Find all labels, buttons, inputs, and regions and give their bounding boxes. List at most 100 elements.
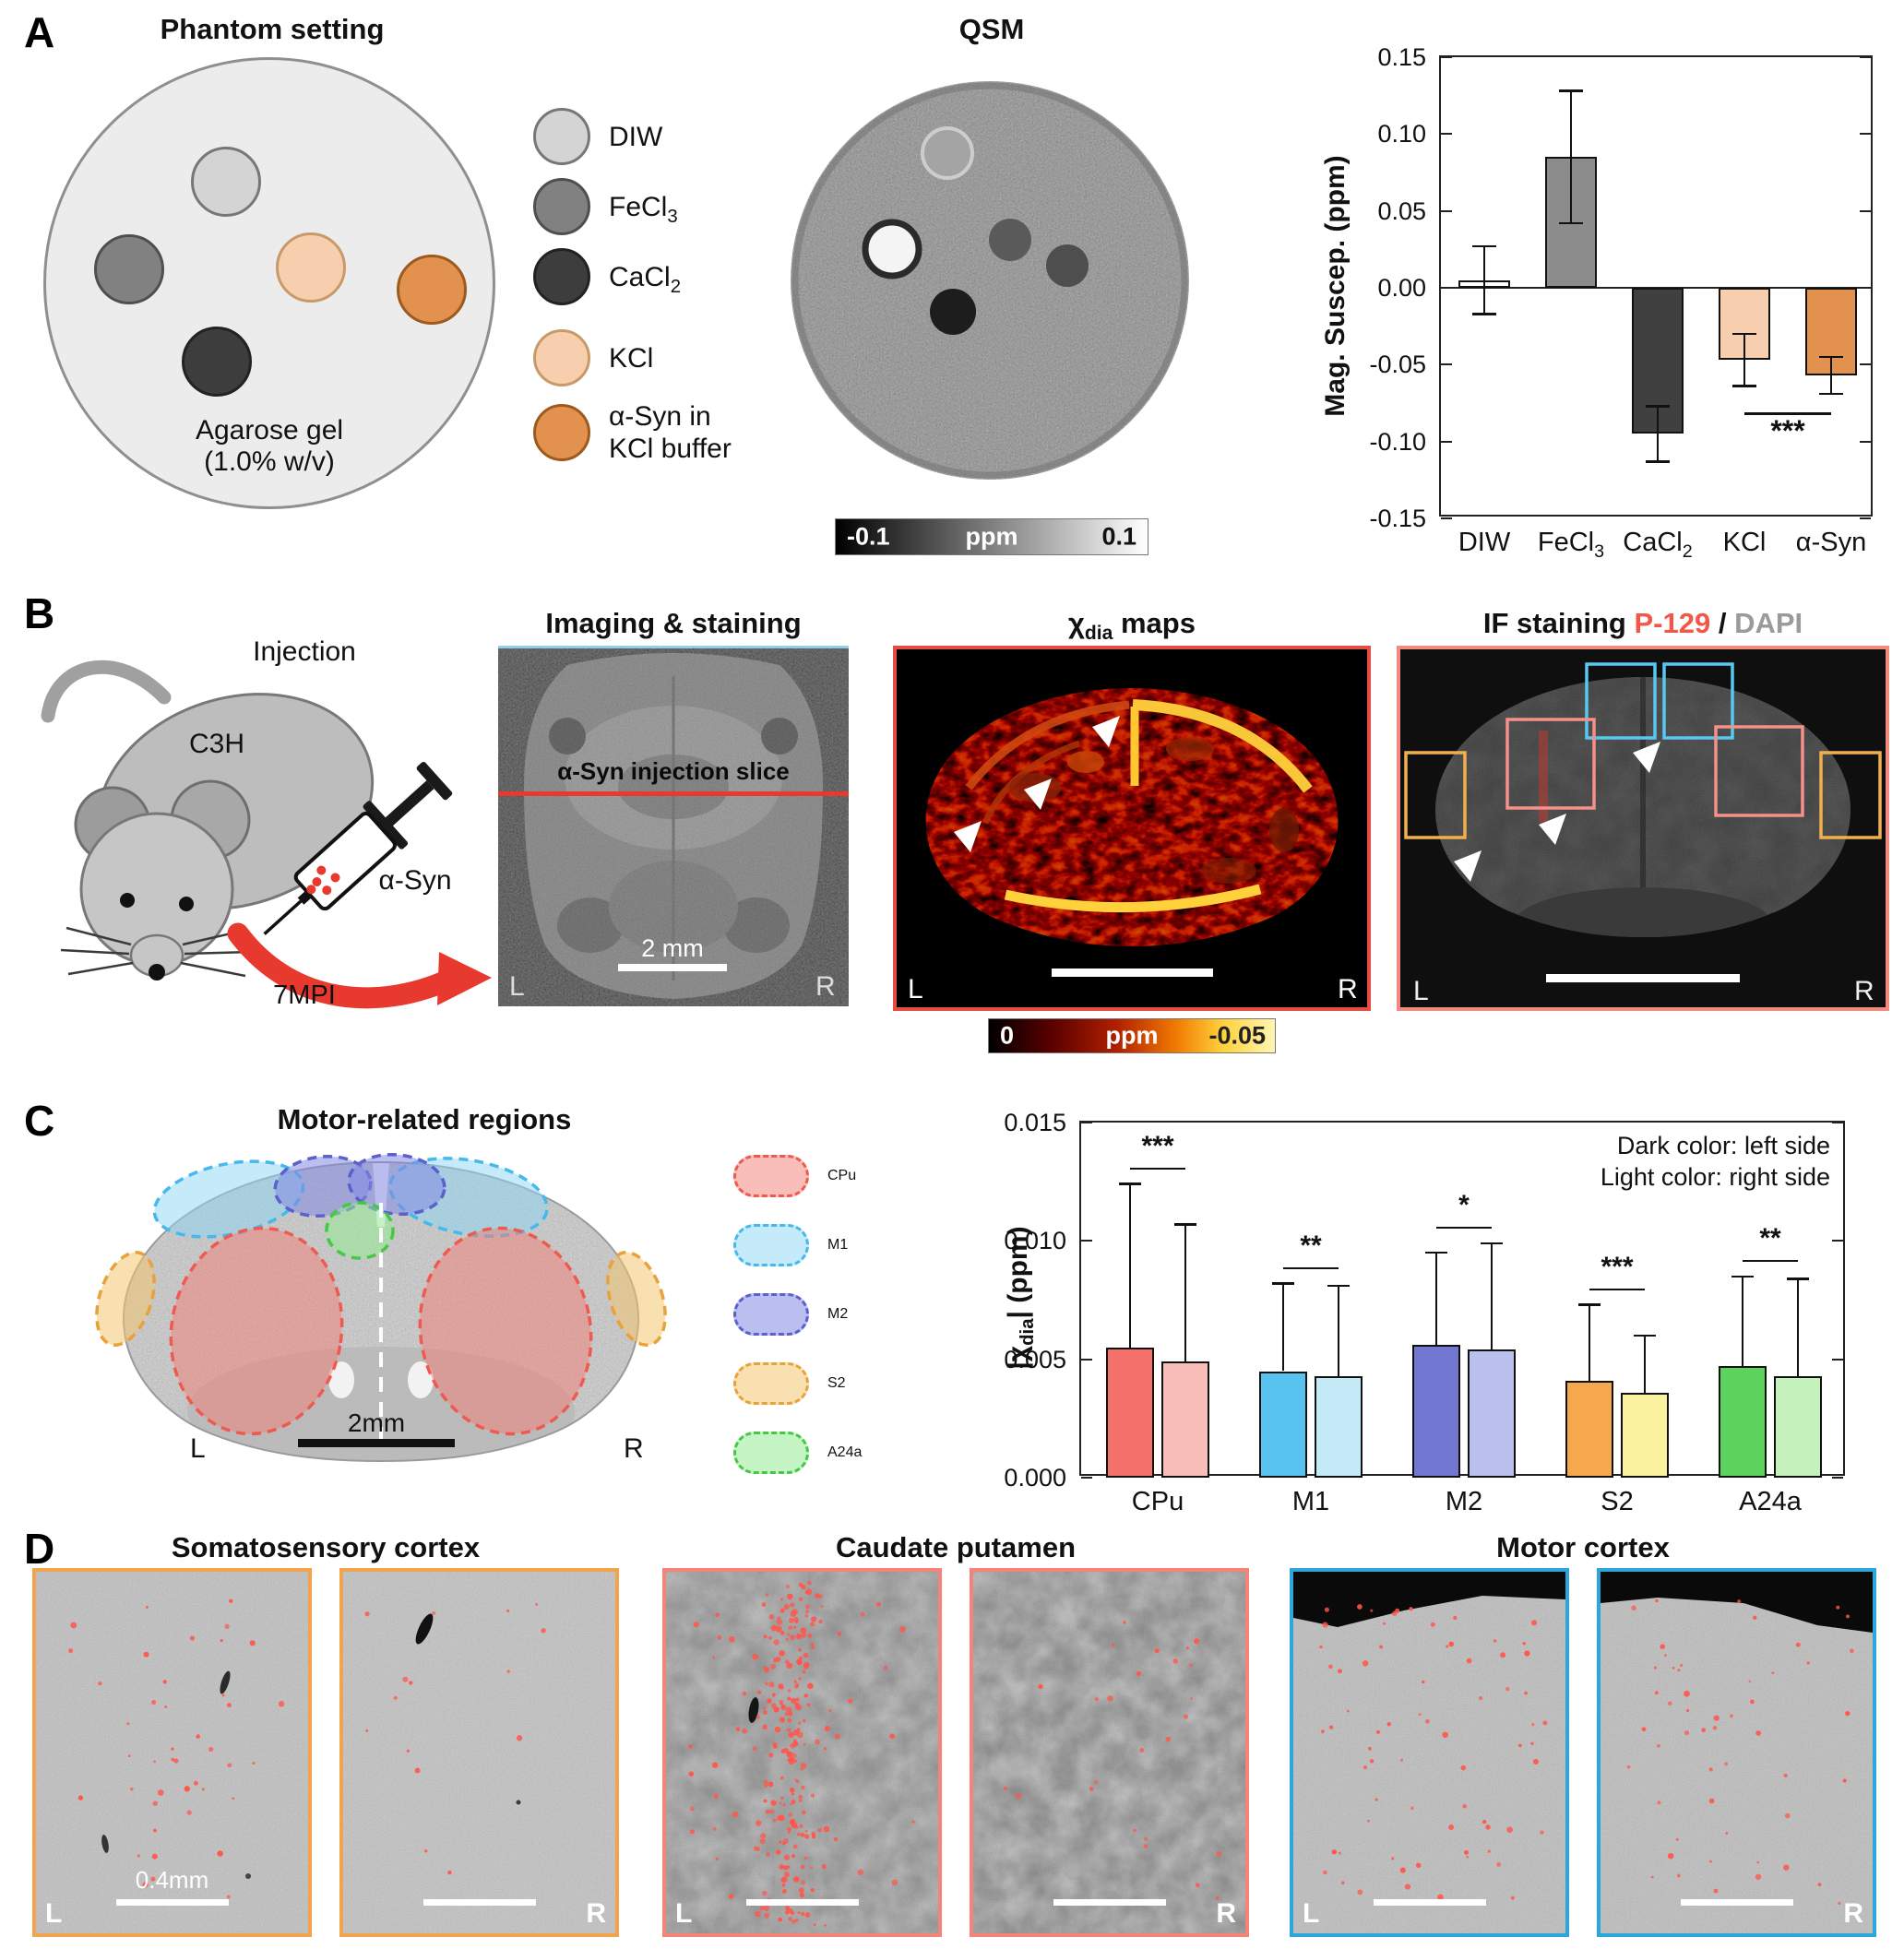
y-tick-label: 0.00 bbox=[1377, 274, 1426, 302]
strain-label: C3H bbox=[189, 729, 244, 759]
mri-right-label: R bbox=[815, 971, 836, 1002]
region-legend-m1: M1 bbox=[733, 1224, 848, 1266]
gel-label: Agarose gel (1.0% w/v) bbox=[85, 415, 454, 478]
corner-label: L bbox=[1303, 1898, 1320, 1929]
qsm-cbar-unit: ppm bbox=[965, 522, 1018, 551]
injection-arrowhead bbox=[437, 952, 492, 1005]
y-tick-mark bbox=[1081, 1358, 1092, 1361]
error-cap bbox=[1559, 89, 1583, 92]
gel-label-line2: (1.0% w/v) bbox=[204, 446, 335, 477]
roi-box-m-left bbox=[1585, 662, 1657, 740]
mri-scale-text: 2 mm bbox=[641, 934, 704, 962]
asyn-label: α-Syn bbox=[378, 865, 451, 896]
error-line bbox=[1184, 1224, 1187, 1362]
micro-somatosensory-right: R bbox=[339, 1568, 619, 1937]
error-line bbox=[1337, 1286, 1340, 1376]
chi-cbar-max: -0.05 bbox=[1208, 1021, 1266, 1050]
syringe-icon bbox=[263, 761, 453, 935]
if-arrowhead-2 bbox=[1539, 814, 1566, 845]
region-label-cpu: CPu bbox=[827, 1168, 857, 1183]
bar bbox=[1719, 1366, 1767, 1478]
y-tick-label: -0.10 bbox=[1369, 427, 1426, 456]
y-tick-label: 0.005 bbox=[1004, 1345, 1066, 1373]
mouse-tail bbox=[41, 660, 172, 723]
error-line bbox=[1434, 1253, 1438, 1346]
x-tick-label: M1 bbox=[1291, 1487, 1330, 1516]
significance-line bbox=[1436, 1226, 1492, 1230]
error-cap bbox=[1646, 405, 1670, 408]
significance-stars: ** bbox=[1300, 1230, 1322, 1261]
bar bbox=[1621, 1392, 1669, 1478]
legend-item-asyn: α-Syn in KCl buffer bbox=[533, 400, 732, 465]
error-cap bbox=[1472, 244, 1496, 248]
chartC-plot-area: Dark color: left side Light color: right… bbox=[1004, 1109, 1845, 1516]
panel-a-label: A bbox=[24, 8, 55, 56]
roi-box-m-right bbox=[1662, 662, 1734, 740]
qsm-phantom-disk bbox=[791, 81, 1189, 480]
region-cpu-right bbox=[418, 1226, 593, 1436]
mouse-nose bbox=[149, 964, 165, 980]
p129-streak bbox=[1539, 731, 1548, 823]
error-line bbox=[1281, 1283, 1285, 1372]
injection-label: Injection bbox=[253, 636, 356, 667]
scale-bar bbox=[1373, 1899, 1486, 1906]
x-tick-label: A24a bbox=[1739, 1487, 1802, 1516]
region-label-s2: S2 bbox=[827, 1375, 846, 1391]
error-cap bbox=[1819, 355, 1843, 359]
y-tick-mark bbox=[1081, 1477, 1092, 1479]
qsm-image bbox=[789, 52, 1195, 505]
phantom-chart: Mag. Suscep. (ppm) 0.15 0.10 0.05 0.00 -0.05… bbox=[1282, 37, 1900, 590]
chi-map-image: L R bbox=[893, 646, 1371, 1011]
bar bbox=[1468, 1349, 1516, 1478]
region-swatch-a24a bbox=[733, 1432, 809, 1474]
chi-right-label: R bbox=[1338, 974, 1358, 1004]
chi-left-label: L bbox=[908, 974, 923, 1004]
region-legend-m2: M2 bbox=[733, 1293, 848, 1336]
y-tick-mark bbox=[1441, 517, 1452, 519]
qsm-spot-fecl3 bbox=[862, 219, 922, 279]
phantom-well-diw bbox=[191, 147, 261, 217]
significance-line bbox=[1589, 1288, 1645, 1291]
error-cap bbox=[1425, 1251, 1447, 1254]
bar bbox=[1315, 1375, 1363, 1478]
error-cap bbox=[1559, 221, 1583, 225]
y-tick-mark bbox=[1832, 1477, 1843, 1479]
caudate-title: Caudate putamen bbox=[835, 1531, 1077, 1563]
y-tick-label: 0.15 bbox=[1377, 43, 1426, 71]
y-tick-mark bbox=[1860, 440, 1871, 443]
phantom-well-cacl2 bbox=[182, 327, 252, 397]
if-staining-image: L R bbox=[1397, 646, 1889, 1011]
panel-c-label: C bbox=[24, 1097, 55, 1145]
error-cap bbox=[1787, 1278, 1809, 1280]
if-right-label: R bbox=[1854, 976, 1874, 1006]
error-cap bbox=[1481, 1242, 1503, 1245]
x-tick-label: KCl bbox=[1722, 528, 1767, 557]
if-title: IF staining P-129 / DAPI bbox=[1482, 607, 1803, 639]
legend-item-cacl2: CaCl2 bbox=[533, 248, 681, 305]
chi-arrowhead-1 bbox=[954, 821, 982, 852]
slice-label: α-Syn injection slice bbox=[557, 757, 790, 785]
legend-swatch-diw bbox=[533, 108, 590, 165]
qsm-title: QSM bbox=[958, 13, 1025, 45]
y-tick-label: 0.015 bbox=[1004, 1109, 1066, 1136]
panel-d-label: D bbox=[24, 1525, 55, 1573]
error-line bbox=[1482, 246, 1486, 315]
chi-map-title: χdia maps bbox=[1068, 607, 1196, 645]
error-line bbox=[1128, 1183, 1132, 1348]
qsm-colorbar: -0.1 ppm 0.1 bbox=[835, 518, 1148, 555]
y-tick-label: 0.10 bbox=[1377, 120, 1426, 149]
regions-scale-text: 2mm bbox=[348, 1408, 405, 1437]
error-cap bbox=[1819, 392, 1843, 396]
y-tick-mark bbox=[1832, 1122, 1843, 1123]
bar bbox=[1565, 1380, 1613, 1478]
error-line bbox=[1490, 1242, 1493, 1350]
error-cap bbox=[1272, 1282, 1294, 1285]
y-tick-mark bbox=[1860, 133, 1871, 136]
y-tick-mark bbox=[1860, 363, 1871, 366]
micro-caudate-right: R bbox=[970, 1568, 1249, 1937]
x-tick-label: CaCl2 bbox=[1623, 528, 1693, 562]
y-tick-label: -0.05 bbox=[1369, 351, 1426, 379]
if-arrowhead-1 bbox=[1454, 850, 1482, 882]
region-swatch-m2 bbox=[733, 1293, 809, 1336]
qsm-cbar-min: -0.1 bbox=[847, 522, 890, 551]
